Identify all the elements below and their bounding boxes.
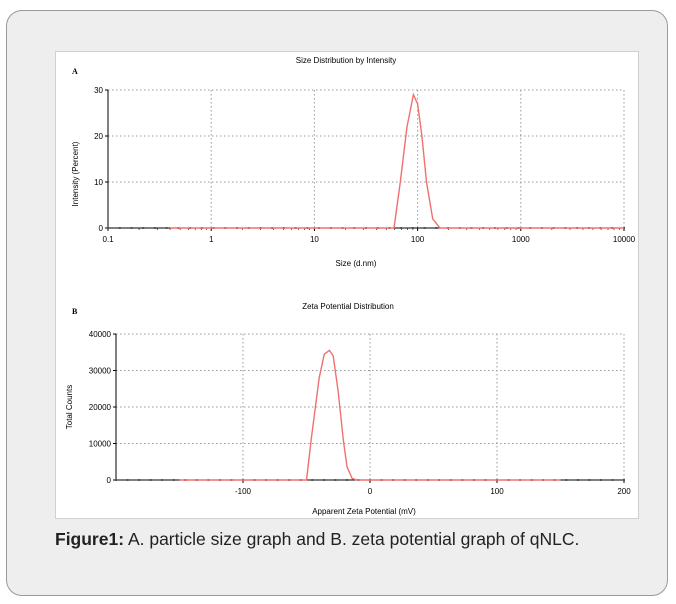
chart-b-y-tick-label-1: 10000 <box>89 440 112 449</box>
chart-a-x-tick-label-4: 1000 <box>512 235 530 244</box>
chart-b-y-tick-label-4: 40000 <box>89 330 112 339</box>
chart-b-baseline-point <box>172 479 175 481</box>
chart-b-title: Zeta Potential Distribution <box>302 302 394 311</box>
chart-b-baseline-point <box>623 479 625 481</box>
chart-a-baseline-point <box>142 227 145 229</box>
chart-a: A Size Distribution by Intensity Size (d… <box>71 56 636 268</box>
chart-b-x-tick-label-3: 200 <box>617 487 631 496</box>
chart-a-y-tick-label-0: 0 <box>99 224 104 233</box>
chart-b-baseline-point <box>138 479 141 481</box>
chart-b-baseline-point <box>115 479 117 481</box>
chart-b-baseline-point <box>322 479 325 481</box>
chart-a-xlabel: Size (d.nm) <box>336 259 377 268</box>
chart-b-plot: -100 0 100 200 0 10000 20000 30000 40000 <box>89 330 631 496</box>
chart-a-x-tick-label-0: 0.1 <box>102 235 114 244</box>
chart-a-y-tick-label-2: 20 <box>94 132 103 141</box>
chart-a-x-tick-label-1: 1 <box>209 235 214 244</box>
chart-a-baseline-point <box>435 227 438 229</box>
figure-card: A Size Distribution by Intensity Size (d… <box>6 10 668 596</box>
chart-a-x-tick-label-3: 100 <box>411 235 425 244</box>
chart-a-title: Size Distribution by Intensity <box>296 56 397 65</box>
chart-a-plot: 0.1 1 10 100 1000 10000 0 10 20 30 <box>94 86 636 244</box>
chart-b-ylabel: Total Counts <box>65 385 74 429</box>
panel-label-a: A <box>72 67 78 76</box>
figure-image: A Size Distribution by Intensity Size (d… <box>55 51 639 519</box>
chart-a-baseline-point <box>165 227 168 229</box>
chart-b-baseline-point <box>345 479 348 481</box>
chart-a-ylabel: Intensity (Percent) <box>71 141 80 206</box>
chart-b-y-tick-label-3: 30000 <box>89 367 112 376</box>
chart-b-baseline-point <box>126 479 129 481</box>
chart-b-x-tick-label-2: 100 <box>490 487 504 496</box>
chart-a-baseline-point <box>423 227 426 229</box>
chart-b-baseline-point <box>599 479 602 481</box>
chart-b-y-tick-label-2: 20000 <box>89 403 112 412</box>
chart-b-baseline-point <box>576 479 579 481</box>
chart-b-baseline-point <box>311 479 314 481</box>
chart-b-x-tick-label-0: -100 <box>235 487 252 496</box>
chart-a-baseline-point <box>153 227 156 229</box>
chart-a-y-tick-label-3: 30 <box>94 86 103 95</box>
chart-a-baseline-point <box>118 227 121 229</box>
chart-a-baseline-point <box>411 227 414 229</box>
chart-a-baseline-point <box>130 227 133 229</box>
chart-b-baseline-point <box>611 479 614 481</box>
chart-b-baseline-point <box>161 479 164 481</box>
panel-label-b: B <box>72 307 78 316</box>
chart-b: B Zeta Potential Distribution Apparent Z… <box>65 302 631 516</box>
chart-a-y-tick-label-1: 10 <box>94 178 103 187</box>
chart-b-xlabel: Apparent Zeta Potential (mV) <box>312 507 416 516</box>
chart-b-series-line-0 <box>179 349 561 481</box>
figure-caption: Figure1: A. particle size graph and B. z… <box>55 527 659 551</box>
caption-label: Figure1: <box>55 529 125 549</box>
chart-b-baseline-point <box>334 479 337 481</box>
chart-b-y-tick-label-0: 0 <box>107 476 112 485</box>
chart-a-baseline-point <box>107 227 109 229</box>
chart-b-baseline-point <box>588 479 591 481</box>
chart-b-baseline-point <box>565 479 568 481</box>
caption-text: A. particle size graph and B. zeta poten… <box>124 529 580 549</box>
figure-svg: A Size Distribution by Intensity Size (d… <box>65 56 636 516</box>
chart-a-baseline-point <box>400 227 403 229</box>
chart-b-x-tick-label-1: 0 <box>368 487 373 496</box>
chart-a-x-tick-label-5: 10000 <box>613 235 636 244</box>
chart-b-baseline-point <box>149 479 152 481</box>
chart-a-x-tick-label-2: 10 <box>310 235 319 244</box>
chart-a-series-line-0 <box>170 92 624 229</box>
